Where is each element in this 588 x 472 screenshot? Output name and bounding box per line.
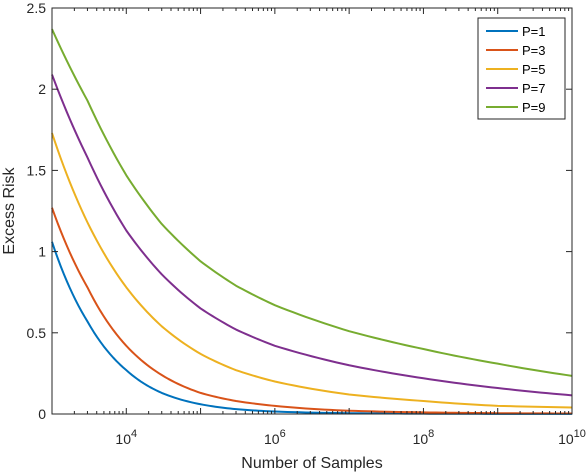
plot-frame: [51, 7, 573, 415]
legend: P=1 P=3 P=5 P=7 P=9: [477, 17, 566, 120]
legend-entry: P=3: [522, 43, 546, 58]
legend-entry: P=1: [522, 24, 546, 39]
x-tick-labels: 104 106 108 1010: [115, 428, 585, 447]
y-tick-label: 1.5: [27, 162, 47, 178]
y-axis-label: Excess Risk: [1, 166, 18, 254]
series-line-3: [51, 132, 573, 409]
x-tick-label: 1010: [558, 428, 586, 447]
y-tick-labels: 0 0.5 1 1.5 2 2.5: [27, 0, 47, 422]
series-line-5: [51, 28, 573, 377]
x-axis-label: Number of Samples: [241, 455, 382, 472]
y-tick-label: 0: [38, 406, 46, 422]
legend-entry: P=5: [522, 62, 546, 77]
y-tick-label: 0.5: [27, 325, 47, 341]
series-line-4: [51, 74, 573, 397]
y-tick-label: 2.5: [27, 0, 47, 16]
legend-entry: P=7: [522, 81, 546, 96]
x-tick-label: 108: [413, 428, 435, 447]
x-tick-label: 104: [115, 428, 137, 447]
y-tick-label: 2: [38, 81, 46, 97]
x-tick-label: 106: [264, 428, 286, 447]
legend-entry: P=9: [522, 100, 546, 115]
y-tick-label: 1: [38, 244, 46, 260]
series-line-2: [51, 207, 573, 415]
